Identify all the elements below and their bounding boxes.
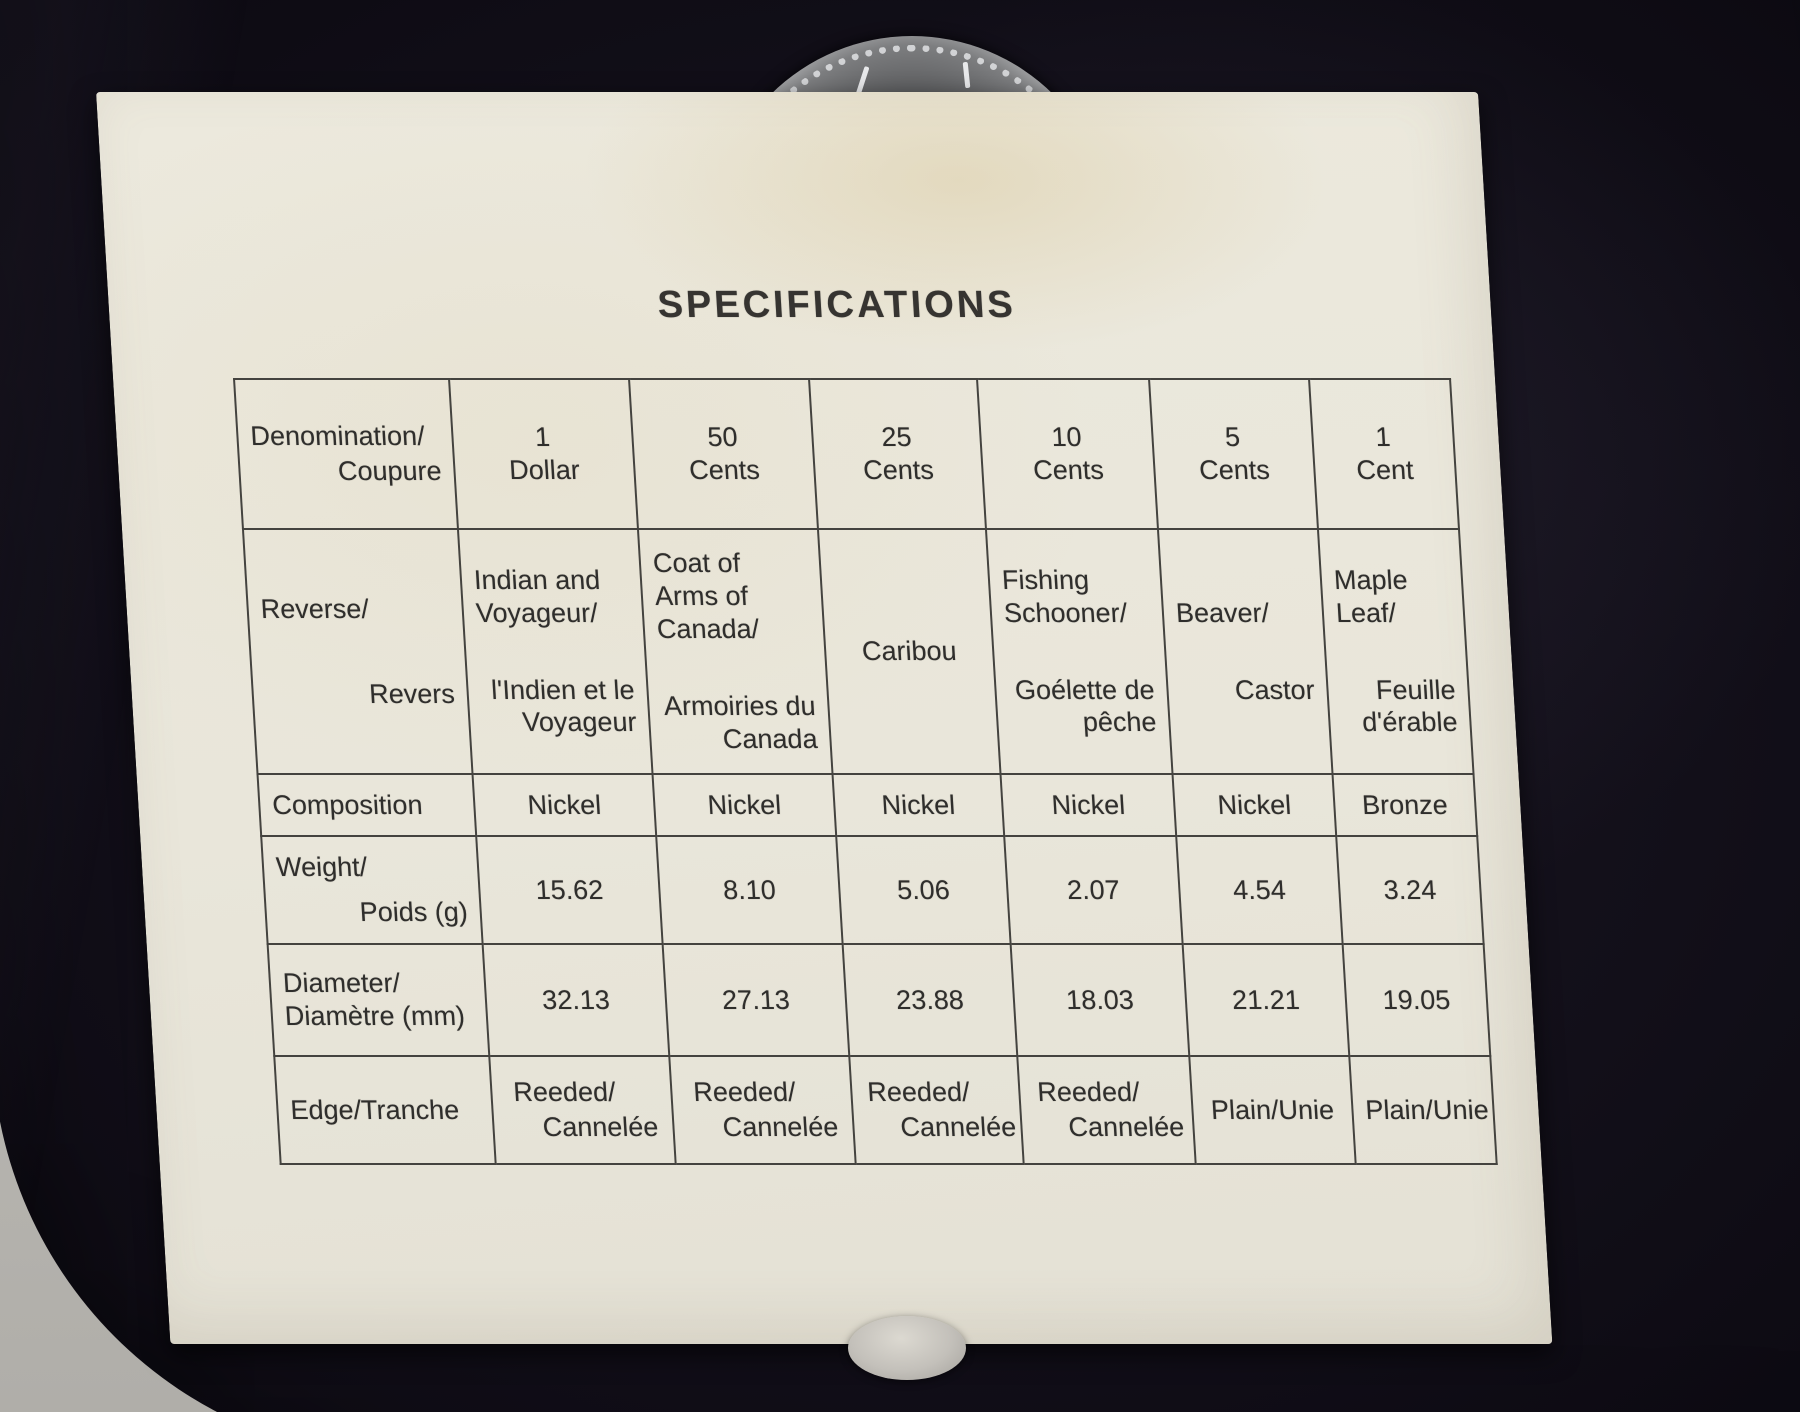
cell-text-en: Coat of Arms of Canada/	[652, 548, 760, 645]
table-row-edge: Edge/Tranche Reeded/ Cannelée Reeded/ Ca…	[274, 1056, 1497, 1164]
diameter-row-label: Diameter/ Diamètre (mm)	[267, 944, 490, 1056]
edge-1-dollar: Reeded/ Cannelée	[489, 1056, 676, 1164]
denom-value: 5	[1224, 422, 1241, 453]
composition-1-dollar: Nickel	[472, 774, 657, 836]
corner-label-fr: Coupure	[337, 456, 443, 486]
diameter-25-cents: 23.88	[842, 944, 1018, 1056]
cell-text-en: Beaver/	[1175, 597, 1270, 628]
edge-50-cents: Reeded/ Cannelée	[669, 1056, 856, 1164]
cell-text-fr: l'Indien et le Voyageur	[490, 674, 638, 738]
denom-unit: Cents	[862, 455, 935, 485]
composition-1-cent: Bronze	[1332, 774, 1478, 836]
row-label-fr: Poids (g)	[358, 897, 469, 927]
denom-unit: Cents	[1032, 455, 1105, 485]
denom-value: 1	[1374, 422, 1392, 453]
table-row-reverse: Reverse/ Revers Indian and Voyageur/ l'I…	[242, 529, 1474, 774]
diameter-1-cent: 19.05	[1342, 944, 1491, 1056]
spec-card: SPECIFICATIONS Denomination/ Coupure 1 D…	[96, 92, 1553, 1344]
row-label-en: Diameter/	[282, 968, 401, 999]
corner-label-en: Denomination/	[249, 421, 426, 452]
denom-25-cents: 25 Cents	[809, 379, 986, 529]
edge-row-label: Edge/Tranche	[274, 1056, 496, 1164]
weight-50-cents: 8.10	[656, 836, 843, 944]
reverse-5-cents: Beaver/ Castor	[1157, 529, 1333, 774]
case-snap-button	[848, 1316, 966, 1380]
edge-10-cents: Reeded/ Cannelée	[1017, 1056, 1196, 1164]
cell-text-en: Indian and Voyageur/	[473, 564, 601, 628]
edge-25-cents: Reeded/ Cannelée	[849, 1056, 1024, 1164]
cell-text-fr: Cannelée	[721, 1112, 840, 1142]
corner-cell: Denomination/ Coupure	[234, 379, 458, 529]
edge-1-cent: Plain/Unie	[1349, 1056, 1497, 1164]
denom-value: 25	[880, 422, 913, 453]
denom-value: 1	[534, 422, 551, 453]
diameter-1-dollar: 32.13	[482, 944, 670, 1056]
denom-1-cent: 1 Cent	[1309, 379, 1459, 529]
edge-5-cents: Plain/Unie	[1189, 1056, 1356, 1164]
denom-value: 10	[1050, 422, 1083, 453]
row-label-fr: Revers	[368, 678, 456, 709]
reverse-1-cent: Maple Leaf/ Feuille d'érable	[1317, 529, 1474, 774]
spec-table: Denomination/ Coupure 1 Dollar 50 Cents …	[233, 378, 1498, 1165]
row-label-fr: Diamètre (mm)	[284, 1001, 466, 1031]
denom-unit: Cents	[1198, 455, 1271, 485]
reverse-25-cents: Caribou	[817, 529, 1001, 774]
cell-text-fr: Cannelée	[899, 1112, 1017, 1142]
cell-text-fr: Cannelée	[1067, 1112, 1185, 1142]
cell-text-en: Fishing Schooner/	[1001, 564, 1128, 628]
cell-text-en: Reeded/	[866, 1077, 971, 1108]
denom-10-cents: 10 Cents	[977, 379, 1158, 529]
denom-value: 50	[706, 422, 739, 453]
weight-10-cents: 2.07	[1004, 836, 1183, 944]
diameter-5-cents: 21.21	[1182, 944, 1350, 1056]
diameter-10-cents: 18.03	[1010, 944, 1190, 1056]
composition-10-cents: Nickel	[1000, 774, 1177, 836]
weight-row-label: Weight/ Poids (g)	[261, 836, 483, 944]
row-label-en: Weight/	[275, 852, 368, 883]
cell-text-en: Reeded/	[512, 1077, 617, 1108]
denom-50-cents: 50 Cents	[629, 379, 818, 529]
denom-1-dollar: 1 Dollar	[449, 379, 638, 529]
reverse-50-cents: Coat of Arms of Canada/ Armoiries du Can…	[637, 529, 833, 774]
table-row-denomination: Denomination/ Coupure 1 Dollar 50 Cents …	[234, 379, 1459, 529]
row-label-en: Reverse/	[259, 593, 370, 624]
page-title: SPECIFICATIONS	[656, 284, 1017, 326]
cell-text-fr: Feuille d'érable	[1361, 674, 1459, 738]
weight-5-cents: 4.54	[1176, 836, 1343, 944]
cell-text-fr: Goélette de pêche	[1013, 674, 1158, 738]
denom-unit: Cents	[688, 455, 761, 485]
denom-unit: Dollar	[508, 455, 581, 485]
cell-text-fr: Cannelée	[541, 1112, 660, 1142]
cell-text-fr: Armoiries du Canada	[663, 690, 819, 754]
weight-25-cents: 5.06	[836, 836, 1011, 944]
cell-text-en: Maple Leaf/	[1333, 564, 1409, 628]
composition-5-cents: Nickel	[1172, 774, 1337, 836]
composition-50-cents: Nickel	[652, 774, 837, 836]
denom-unit: Cent	[1355, 455, 1415, 485]
cell-text-en: Reeded/	[692, 1077, 797, 1108]
table-row-diameter: Diameter/ Diamètre (mm) 32.13 27.13 23.8…	[267, 944, 1491, 1056]
composition-25-cents: Nickel	[832, 774, 1005, 836]
cell-text-en: Reeded/	[1036, 1077, 1141, 1108]
table-row-composition: Composition Nickel Nickel Nickel Nickel …	[257, 774, 1478, 836]
denom-5-cents: 5 Cents	[1149, 379, 1318, 529]
weight-1-dollar: 15.62	[476, 836, 663, 944]
table-row-weight: Weight/ Poids (g) 15.62 8.10 5.06 2.07 4…	[261, 836, 1484, 944]
cell-text-en: Caribou	[861, 636, 958, 667]
diameter-50-cents: 27.13	[662, 944, 850, 1056]
weight-1-cent: 3.24	[1336, 836, 1484, 944]
reverse-row-label: Reverse/ Revers	[242, 529, 473, 774]
cell-text-fr: Castor	[1234, 674, 1316, 705]
reverse-10-cents: Fishing Schooner/ Goélette de pêche	[985, 529, 1173, 774]
reverse-1-dollar: Indian and Voyageur/ l'Indien et le Voya…	[457, 529, 653, 774]
composition-row-label: Composition	[257, 774, 477, 836]
